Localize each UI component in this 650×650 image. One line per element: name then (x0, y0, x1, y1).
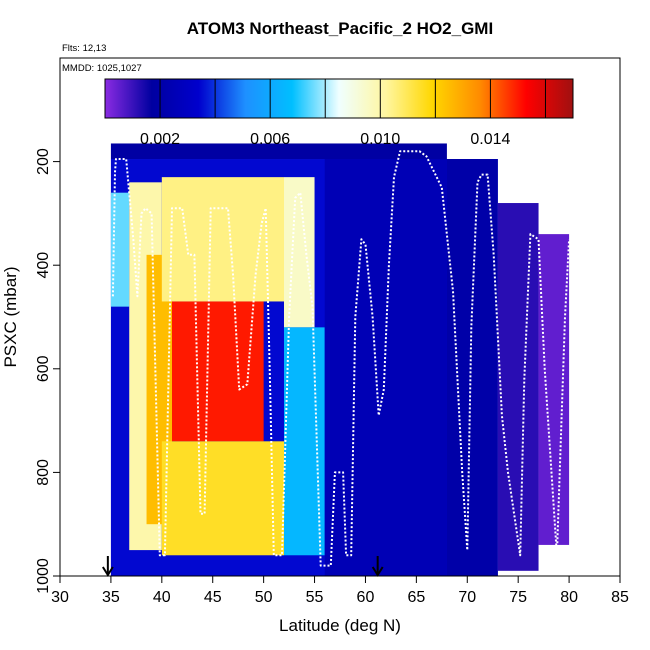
colorbar: 0.002 0.006 0.010 0.014 (104, 78, 574, 148)
y-axis: 200 400 600 800 1000 (35, 148, 60, 594)
x-tick-label: 75 (509, 589, 527, 606)
heatmap-cell (497, 203, 539, 571)
colorbar-tick-label: 0.006 (250, 131, 290, 148)
arrow-head (371, 566, 384, 577)
y-tick-label: 200 (35, 148, 52, 175)
heatmap-cell (538, 234, 570, 545)
y-tick-label: 800 (35, 459, 52, 486)
colorbar-tick-label: 0.014 (470, 131, 510, 148)
x-tick-label: 35 (102, 589, 120, 606)
x-axis: 30 35 40 45 50 55 60 65 70 75 80 85 (51, 576, 629, 606)
flights-label: Flts: 12,13 (62, 43, 106, 54)
heatmap-cells (110, 143, 570, 576)
heatmap-cell (446, 159, 498, 576)
flight-track (111, 150, 571, 567)
colorbar-tick-label: 0.010 (360, 131, 400, 148)
heatmap-cell (110, 143, 447, 160)
y-tick-label: 1000 (35, 558, 52, 594)
y-tick-label: 400 (35, 252, 52, 279)
arrow-head (102, 566, 114, 577)
chart-title: ATOM3 Northeast_Pacific_2 HO2_GMI (187, 19, 493, 38)
heatmap-cell (161, 177, 284, 302)
x-tick-label: 85 (611, 589, 629, 606)
heatmap-cell (161, 441, 284, 556)
heatmap-cell (284, 327, 325, 556)
x-axis-label: Latitude (deg N) (279, 616, 401, 635)
x-tick-label: 40 (153, 589, 171, 606)
x-tick-label: 55 (306, 589, 324, 606)
colorbar-tick-label: 0.002 (140, 131, 180, 148)
x-tick-label: 30 (51, 589, 69, 606)
x-tick-label: 45 (204, 589, 222, 606)
colorbar-gradient (104, 78, 574, 119)
y-tick-label: 600 (35, 355, 52, 382)
x-tick-label: 60 (357, 589, 375, 606)
x-tick-label: 80 (560, 589, 578, 606)
dates-label: MMDD: 1025,1027 (62, 63, 142, 74)
heatmap-cell (324, 159, 447, 576)
arrow-markers (102, 556, 384, 577)
heatmap-cell (110, 192, 130, 307)
x-tick-label: 65 (407, 589, 425, 606)
plot-frame (59, 57, 621, 577)
flight-track-line (111, 150, 571, 567)
heatmap-cell (172, 301, 264, 442)
x-tick-label: 50 (255, 589, 273, 606)
y-axis-label: PSXC (mbar) (1, 266, 20, 367)
x-tick-label: 70 (458, 589, 476, 606)
heatmap-cell (284, 177, 315, 328)
